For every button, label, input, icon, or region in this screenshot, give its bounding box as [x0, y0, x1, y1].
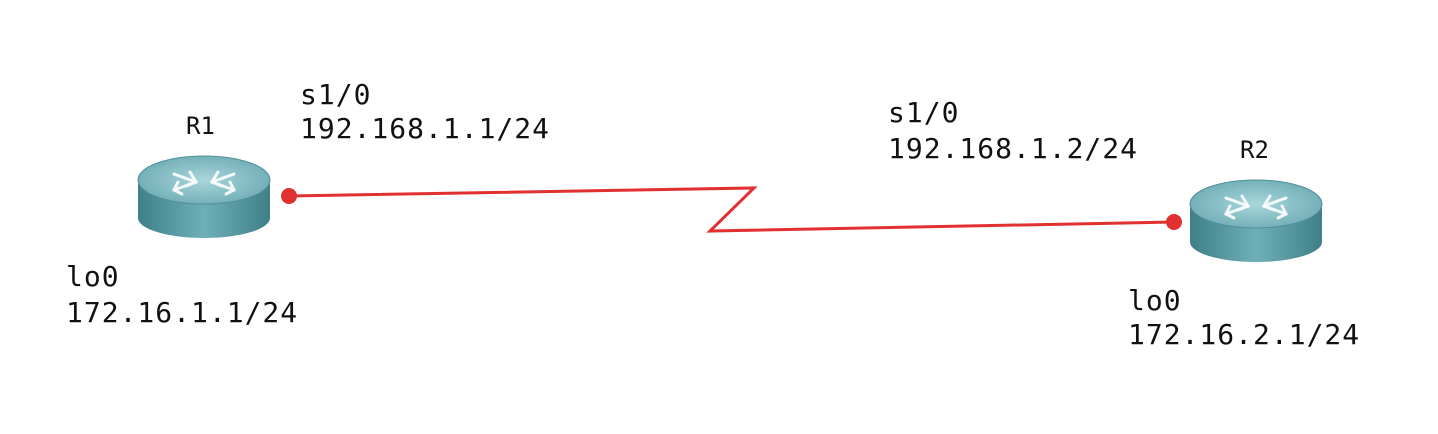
router-r1-icon[interactable]	[137, 155, 271, 238]
r1-s10-endpoint	[281, 188, 297, 204]
r2-loopback-interface-label: lo0	[1128, 284, 1182, 317]
r1-serial-ip-label: 192.168.1.1/24	[300, 112, 551, 145]
serial-link	[288, 186, 1175, 233]
r1-serial-interface-label: s1/0	[300, 78, 372, 111]
router-r2-icon[interactable]	[1189, 179, 1323, 262]
r1-loopback-ip-label: 172.16.1.1/24	[66, 296, 299, 329]
r2-name-label: R2	[1240, 136, 1269, 164]
r1-name-label: R1	[186, 112, 215, 140]
r1-loopback-interface-label: lo0	[66, 260, 120, 293]
r2-s10-endpoint	[1166, 214, 1182, 230]
r2-serial-ip-label: 192.168.1.2/24	[888, 132, 1139, 165]
r2-loopback-ip-label: 172.16.2.1/24	[1128, 318, 1361, 351]
r2-serial-interface-label: s1/0	[888, 96, 960, 129]
